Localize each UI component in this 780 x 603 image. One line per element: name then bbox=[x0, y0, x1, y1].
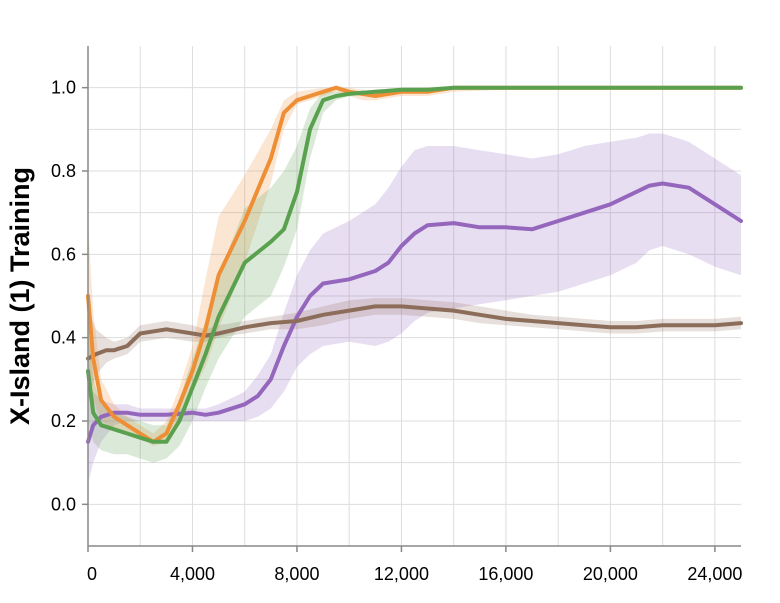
y-tick-label: 0.8 bbox=[51, 161, 76, 181]
y-axis-label: X-Island (1) Training bbox=[5, 167, 35, 425]
series-2-band bbox=[88, 87, 741, 446]
y-tick-label: 0.2 bbox=[51, 411, 76, 431]
x-tick-label: 8,000 bbox=[274, 564, 319, 584]
grid bbox=[87, 46, 741, 546]
series-1-line bbox=[86, 304, 743, 361]
x-tick-label: 24,000 bbox=[687, 564, 742, 584]
x-tick-label: 4,000 bbox=[170, 564, 215, 584]
x-tick-label: 20,000 bbox=[583, 564, 638, 584]
series-3-line bbox=[86, 85, 743, 444]
axes: 0.0 0.2 0.4 0.6 0.8 1.0 0 4,000 8,000 12,000 16,00… bbox=[51, 46, 742, 584]
y-tick-label: 0.0 bbox=[51, 494, 76, 514]
y-tick-label: 1.0 bbox=[51, 78, 76, 98]
x-tick-label: 0 bbox=[87, 564, 97, 584]
x-tick-label: 16,000 bbox=[478, 564, 533, 584]
y-tick-label: 0.6 bbox=[51, 244, 76, 264]
series-0-line bbox=[86, 181, 743, 444]
y-tick-label: 0.4 bbox=[51, 328, 76, 348]
x-tick-label: 12,000 bbox=[374, 564, 429, 584]
confidence-bands bbox=[88, 87, 741, 484]
series-lines bbox=[86, 85, 743, 444]
